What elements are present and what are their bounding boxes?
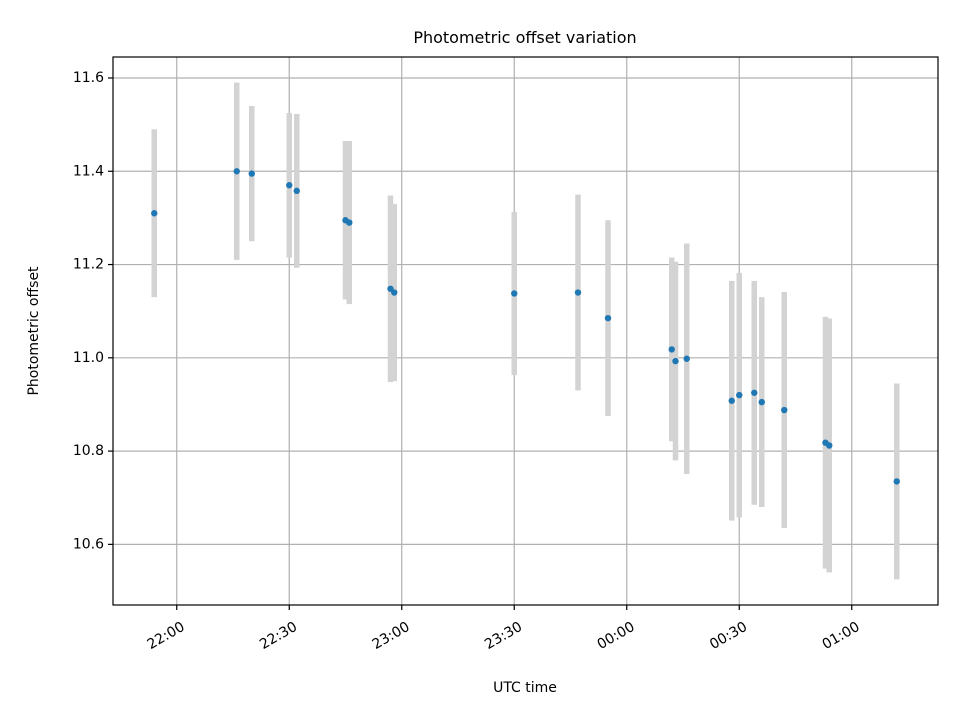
data-point: [574, 289, 582, 296]
y-tick-label: 10.8: [73, 443, 104, 459]
x-axis-label: UTC time: [493, 680, 557, 696]
data-point: [248, 170, 255, 177]
data-point: [728, 397, 735, 404]
data-point: [668, 346, 675, 353]
data-point: [893, 478, 900, 485]
data-point: [286, 182, 293, 189]
data-point: [233, 168, 240, 175]
y-tick-label: 11.0: [73, 350, 104, 366]
plot-area-frame: [112, 56, 939, 606]
y-tick-label: 10.6: [73, 536, 104, 552]
data-point: [826, 442, 833, 449]
y-tick-label: 11.4: [73, 163, 104, 179]
data-point: [736, 391, 743, 399]
data-point: [604, 314, 612, 322]
data-point: [511, 290, 518, 297]
data-point: [672, 357, 679, 365]
chart-title: Photometric offset variation: [413, 28, 636, 47]
data-point: [683, 355, 690, 362]
data-point: [781, 406, 788, 414]
data-point: [151, 210, 158, 217]
data-point: [346, 219, 353, 226]
data-point: [751, 389, 758, 396]
y-tick-label: 11.6: [73, 70, 104, 86]
y-axis-label: Photometric offset: [26, 266, 42, 396]
data-point: [391, 289, 398, 296]
data-point: [758, 398, 765, 406]
y-tick-label: 11.2: [73, 257, 104, 273]
y-axis-ticks: 10.6 10.8 11.0 11.2 11.4 11.6: [73, 70, 113, 552]
data-points: [151, 168, 900, 485]
data-point: [293, 187, 300, 195]
